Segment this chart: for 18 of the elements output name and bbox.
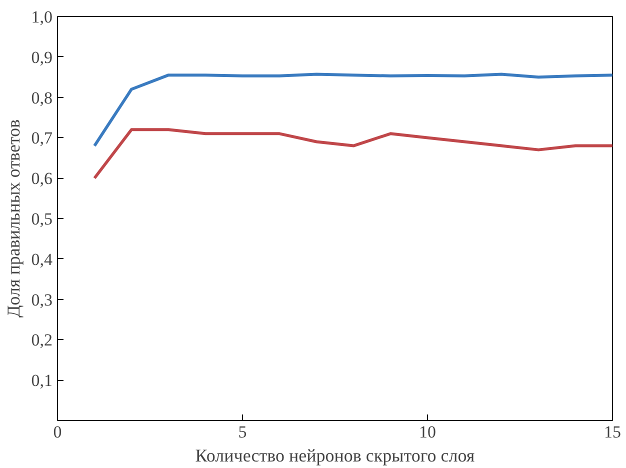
line-series [93, 128, 612, 180]
y-tick-label: 0,8 [31, 88, 52, 108]
x-tick-label: 5 [238, 422, 247, 442]
x-axis-title: Количество нейронов скрытого слоя [195, 446, 475, 466]
y-tick-label: 1,0 [31, 8, 52, 26]
y-tick-label: 0,5 [31, 210, 52, 228]
y-tick-label: 0,1 [31, 371, 52, 390]
y-tick-label: 0,3 [31, 290, 52, 310]
y-tick-label: 0,6 [31, 169, 52, 188]
x-tick-label: 15 [604, 422, 621, 442]
x-tick-label: 0 [53, 422, 62, 442]
y-axis-title: Доля правильных ответов [3, 119, 24, 318]
y-tick-label: 0,4 [31, 250, 53, 269]
y-tick-label: 0,9 [31, 48, 52, 67]
y-tick-label: 0,7 [31, 128, 53, 148]
line-series [93, 72, 612, 148]
x-tick-label: 10 [419, 422, 436, 442]
y-tick-label: 0,2 [31, 330, 52, 350]
